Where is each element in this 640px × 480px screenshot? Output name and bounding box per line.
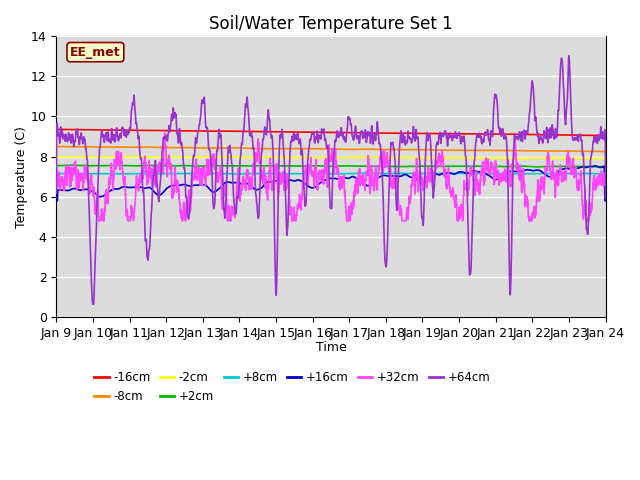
Text: EE_met: EE_met (70, 46, 121, 59)
Legend: -16cm, -8cm, -2cm, +2cm, +8cm, +16cm, +32cm, +64cm: -16cm, -8cm, -2cm, +2cm, +8cm, +16cm, +3… (90, 367, 495, 408)
Y-axis label: Temperature (C): Temperature (C) (15, 126, 28, 228)
X-axis label: Time: Time (316, 341, 346, 354)
Title: Soil/Water Temperature Set 1: Soil/Water Temperature Set 1 (209, 15, 453, 33)
